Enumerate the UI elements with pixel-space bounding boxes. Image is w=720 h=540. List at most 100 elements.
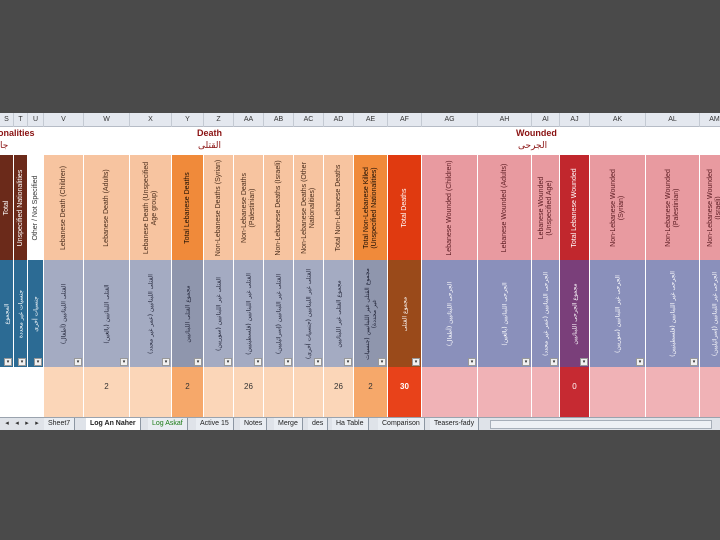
column-letter[interactable]: AJ	[560, 113, 590, 127]
spreadsheet: STUVWXYZAAABACADAEAFAGAHAIAJAKALAMANAOAP…	[0, 113, 720, 430]
filter-dropdown-icon[interactable]: ▾	[4, 358, 12, 366]
column-header-ar: الجرحى غير اللبنانيين (سوريين) ▾	[590, 260, 646, 367]
value-cell[interactable]	[28, 367, 44, 417]
filter-dropdown-icon[interactable]: ▾	[74, 358, 82, 366]
column-letter[interactable]: AI	[532, 113, 560, 127]
column-header: Lebanese Death (Adults)	[84, 155, 130, 260]
value-cell[interactable]	[422, 367, 478, 417]
filter-dropdown-icon[interactable]: ▾	[690, 358, 698, 366]
column-letter[interactable]: U	[28, 113, 44, 127]
column-letter[interactable]: AD	[324, 113, 354, 127]
column-letter[interactable]: S	[0, 113, 14, 127]
column-letter[interactable]: AH	[478, 113, 532, 127]
filter-dropdown-icon[interactable]: ▾	[284, 358, 292, 366]
column-header-label: Non-Lebanese Wounded (Syrian)	[609, 168, 625, 247]
column-header-ar: القتلى غير اللبنانيين (جنسيات أخرى) ▾	[294, 260, 324, 367]
filter-dropdown-icon[interactable]: ▾	[194, 358, 202, 366]
column-letter[interactable]: AK	[590, 113, 646, 127]
value-cell[interactable]	[478, 367, 532, 417]
column-header-ar-label: القتلى غير اللبنانيين (سوريين)	[215, 276, 222, 351]
value-cell[interactable]	[14, 367, 28, 417]
sheet-tab[interactable]: des	[308, 418, 329, 430]
column-header: Total	[0, 155, 14, 260]
column-letter[interactable]: Z	[204, 113, 234, 127]
value-cell[interactable]	[294, 367, 324, 417]
horizontal-scrollbar[interactable]	[490, 420, 712, 429]
value-cell[interactable]: 30	[388, 367, 422, 417]
sheet-tab[interactable]: Notes	[240, 418, 268, 430]
filter-dropdown-icon[interactable]: ▾	[18, 358, 26, 366]
value-cell[interactable]: 2	[354, 367, 388, 417]
value-cell[interactable]: 2	[172, 367, 204, 417]
value-cell[interactable]: 2	[84, 367, 130, 417]
column-header: Lebanese Death (Children)	[44, 155, 84, 260]
column-letter[interactable]: AA	[234, 113, 264, 127]
prev-sheet-button[interactable]: ◂	[15, 420, 19, 427]
column-header-ar-label: مجموع القتلى	[401, 296, 408, 331]
column-header-ar: القتلى اللبنانيين (بالغين) ▾	[84, 260, 130, 367]
value-cell[interactable]	[700, 367, 720, 417]
column-letter[interactable]: AB	[264, 113, 294, 127]
sheet-tab[interactable]: Sheet7	[44, 418, 76, 430]
filter-dropdown-icon[interactable]: ▾	[162, 358, 170, 366]
column-letter[interactable]: AL	[646, 113, 700, 127]
category-nationalities: onalities	[0, 128, 35, 138]
value-cell[interactable]: 0	[560, 367, 590, 417]
column-letter[interactable]: X	[130, 113, 172, 127]
value-cell[interactable]	[646, 367, 700, 417]
sheet-tab[interactable]: Teasers-fady	[430, 418, 480, 430]
value-cell[interactable]	[0, 367, 14, 417]
column-letter[interactable]: V	[44, 113, 84, 127]
filter-dropdown-icon[interactable]: ▾	[314, 358, 322, 366]
filter-dropdown-icon[interactable]: ▾	[580, 358, 588, 366]
value-cell[interactable]	[264, 367, 294, 417]
column-letter[interactable]: AE	[354, 113, 388, 127]
column-header-ar: مجموع القتلى غير اللبنانيين (جنسيات غير …	[354, 260, 388, 367]
column-header-ar: الجرحى اللبنانيين (بالغين) ▾	[478, 260, 532, 367]
column-letter[interactable]: AC	[294, 113, 324, 127]
column-letter[interactable]: AM	[700, 113, 720, 127]
column-header-ar: جنسيات أخرى ▾	[28, 260, 44, 367]
first-sheet-button[interactable]: ◂	[5, 420, 9, 427]
sheet-tab[interactable]: Active 15	[196, 418, 234, 430]
filter-dropdown-icon[interactable]: ▾	[224, 358, 232, 366]
filter-dropdown-icon[interactable]: ▾	[636, 358, 644, 366]
value-cell[interactable]	[44, 367, 84, 417]
value-cell[interactable]	[204, 367, 234, 417]
category-wounded-ar: الجرحى	[518, 141, 548, 151]
sheet-tab[interactable]: Log Askaf	[148, 418, 188, 430]
sheet-tab[interactable]: Ha Table	[332, 418, 369, 430]
value-cell[interactable]	[532, 367, 560, 417]
filter-dropdown-icon[interactable]: ▾	[344, 358, 352, 366]
column-letter[interactable]: AG	[422, 113, 478, 127]
last-sheet-button[interactable]: ▸	[35, 420, 39, 427]
sheet-tab-active[interactable]: Log An Naher	[86, 418, 141, 430]
sheet-tab[interactable]: Merge	[274, 418, 303, 430]
column-header-label: Non-Lebanese Deaths (Other Nationalities…	[300, 161, 316, 254]
filter-dropdown-icon[interactable]: ▾	[120, 358, 128, 366]
filter-dropdown-icon[interactable]: ▾	[34, 358, 42, 366]
column-letter[interactable]: AF	[388, 113, 422, 127]
value-cell[interactable]: 26	[324, 367, 354, 417]
filter-dropdown-icon[interactable]: ▾	[412, 358, 420, 366]
filter-dropdown-icon[interactable]: ▾	[468, 358, 476, 366]
column-header-label: Lebanese Death (Adults)	[102, 168, 110, 247]
sheet-tab[interactable]: Comparison	[378, 418, 425, 430]
column-header-ar-label: مجموع القتلى غير اللبنانيين (جنسيات غير …	[363, 267, 378, 360]
value-cell[interactable]	[590, 367, 646, 417]
column-header: Lebanese Wounded (Children)	[422, 155, 478, 260]
column-header-ar: القتلى اللبنانيين (عمر غير محدد) ▾	[130, 260, 172, 367]
next-sheet-button[interactable]: ▸	[25, 420, 29, 427]
column-letter[interactable]: T	[14, 113, 28, 127]
column-letter[interactable]: W	[84, 113, 130, 127]
column-header-ar-label: القتلى غير اللبنانيين (جنسيات أخرى)	[305, 268, 312, 359]
column-letter[interactable]: Y	[172, 113, 204, 127]
value-cell[interactable]: 26	[234, 367, 264, 417]
filter-dropdown-icon[interactable]: ▾	[254, 358, 262, 366]
column-header: Total Lebanese Deaths	[172, 155, 204, 260]
column-header-ar-label: القتلى اللبنانيين (عمر غير محدد)	[147, 273, 154, 354]
filter-dropdown-icon[interactable]: ▾	[378, 358, 386, 366]
filter-dropdown-icon[interactable]: ▾	[550, 358, 558, 366]
value-cell[interactable]	[130, 367, 172, 417]
filter-dropdown-icon[interactable]: ▾	[522, 358, 530, 366]
